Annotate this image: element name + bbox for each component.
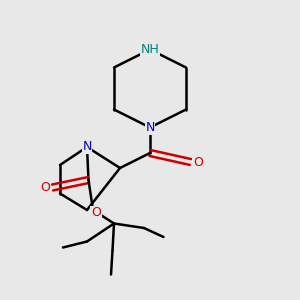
Text: O: O [40, 181, 50, 194]
Text: N: N [82, 140, 92, 154]
Text: NH: NH [141, 43, 159, 56]
Text: O: O [91, 206, 101, 220]
Text: O: O [193, 155, 203, 169]
Text: N: N [145, 121, 155, 134]
